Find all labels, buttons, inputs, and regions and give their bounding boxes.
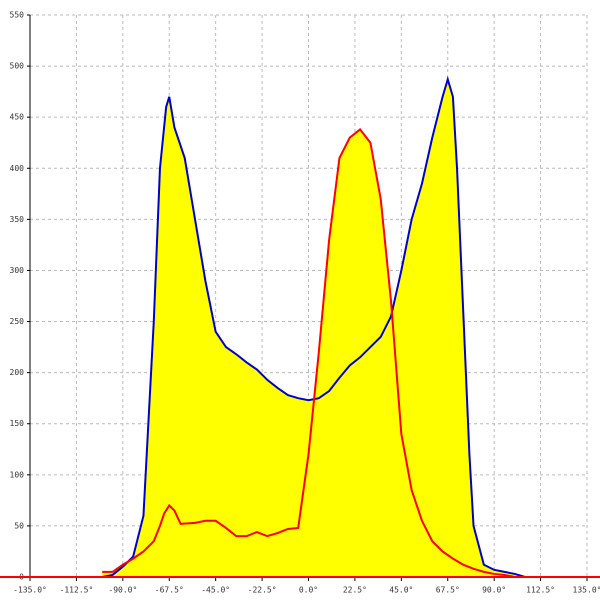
- y-tick-label: 350: [10, 215, 25, 224]
- x-tick-label: -67.5°: [155, 586, 184, 595]
- y-tick-label: 200: [10, 368, 25, 377]
- area: [102, 129, 515, 577]
- y-tick-label: 100: [10, 470, 25, 479]
- x-tick-label: 0.0°: [299, 586, 318, 595]
- x-tick-label: -135.0°: [13, 586, 47, 595]
- x-tick-label: -90.0°: [108, 586, 137, 595]
- x-tick-label: -45.0°: [201, 586, 230, 595]
- x-tick-label: 90.0°: [482, 586, 506, 595]
- y-tick-label: 450: [10, 113, 25, 122]
- area: [102, 79, 526, 577]
- x-tick-label: 22.5°: [343, 586, 367, 595]
- y-tick-label: 500: [10, 62, 25, 71]
- x-tick-label: 135.0°: [573, 586, 600, 595]
- x-tick-label: 45.0°: [389, 586, 413, 595]
- y-tick-label: 550: [10, 11, 25, 20]
- y-tick-label: 50: [14, 521, 24, 530]
- y-tick-label: 300: [10, 266, 25, 275]
- x-tick-label: 112.5°: [526, 586, 555, 595]
- y-tick-label: 250: [10, 317, 25, 326]
- x-tick-label: -22.5°: [248, 586, 277, 595]
- y-tick-label: 400: [10, 164, 25, 173]
- x-tick-label: 67.5°: [436, 586, 460, 595]
- x-tick-label: -112.5°: [60, 586, 94, 595]
- line: [102, 128, 515, 578]
- y-tick-label: 150: [10, 419, 25, 428]
- line: [102, 75, 526, 578]
